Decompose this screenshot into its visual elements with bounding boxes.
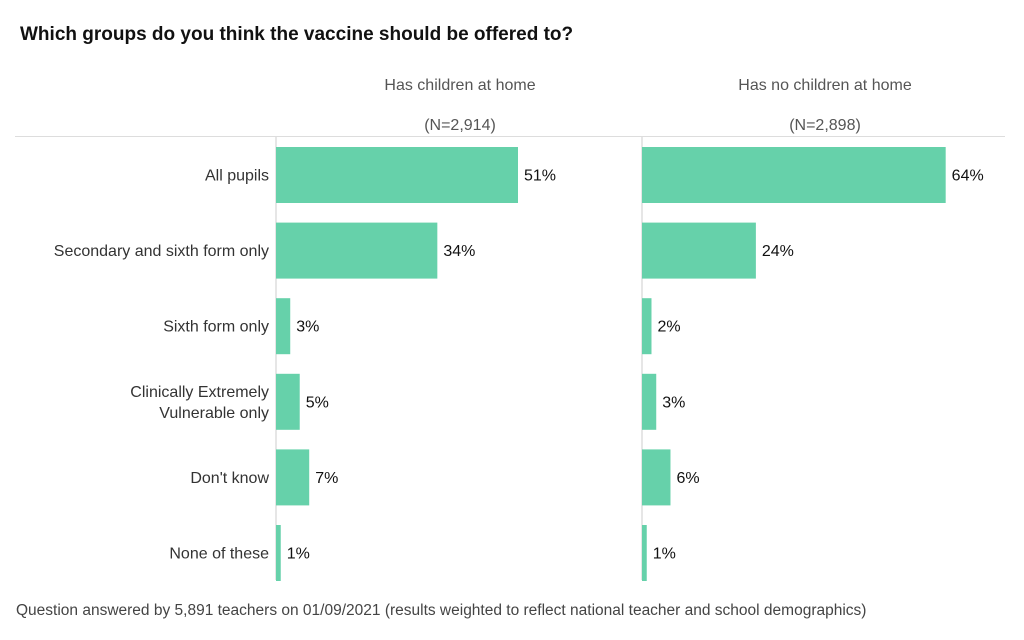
bar-chart: All pupils Secondary and sixth form only S…	[54, 137, 984, 581]
category-label: Sixth form only	[163, 319, 269, 336]
category-label: None of these	[169, 546, 269, 563]
footnote: Question answered by 5,891 teachers on 0…	[16, 602, 867, 619]
data-label: 6%	[676, 470, 699, 487]
data-label: 3%	[662, 394, 685, 411]
data-label: 5%	[306, 394, 329, 411]
category-label: Don't know	[190, 470, 269, 487]
data-label: 7%	[315, 470, 338, 487]
data-label: 51%	[524, 168, 556, 185]
bar-panel-2-1	[642, 147, 946, 203]
bar-panel-1-3	[276, 298, 291, 355]
bar-panel-1-4	[276, 373, 300, 430]
bar-panel-1-2	[276, 222, 438, 279]
panel-1-title: Has children at home	[384, 77, 536, 94]
data-label: 1%	[287, 546, 310, 563]
data-label: 24%	[762, 243, 794, 260]
data-label: 3%	[296, 319, 319, 336]
bar-panel-1-6	[276, 525, 281, 581]
panel-2-title: Has no children at home	[738, 77, 912, 94]
category-label: Secondary and sixth form only	[54, 243, 269, 260]
data-label: 1%	[653, 546, 676, 563]
bar-panel-1-1	[276, 147, 518, 203]
data-label: 34%	[443, 243, 475, 260]
data-label: 64%	[952, 168, 984, 185]
header-divider	[15, 136, 1005, 137]
data-label: 2%	[657, 319, 680, 336]
panel-2-subtitle: (N=2,898)	[789, 117, 861, 134]
bar-panel-2-3	[642, 298, 652, 355]
panel-1-subtitle: (N=2,914)	[424, 117, 496, 134]
bar-panel-2-4	[642, 373, 657, 430]
bar-panel-2-5	[642, 449, 671, 506]
bar-panel-1-5	[276, 449, 310, 506]
category-label: Clinically Extremely Vulnerable only	[130, 384, 269, 422]
bar-panel-2-6	[642, 525, 647, 581]
category-label: All pupils	[205, 168, 269, 185]
chart-title: Which groups do you think the vaccine sh…	[20, 24, 574, 45]
bar-panel-2-2	[642, 222, 756, 279]
